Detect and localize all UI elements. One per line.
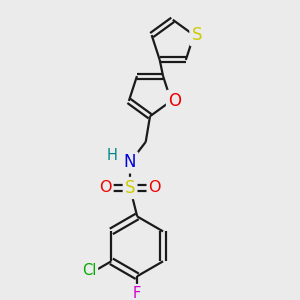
Text: Cl: Cl xyxy=(82,263,96,278)
Text: H: H xyxy=(107,148,118,163)
Text: O: O xyxy=(148,181,161,196)
Text: S: S xyxy=(125,179,135,197)
Text: S: S xyxy=(191,26,202,44)
Text: N: N xyxy=(124,153,136,171)
Text: F: F xyxy=(133,286,141,300)
Text: O: O xyxy=(99,181,112,196)
Text: O: O xyxy=(168,92,181,110)
